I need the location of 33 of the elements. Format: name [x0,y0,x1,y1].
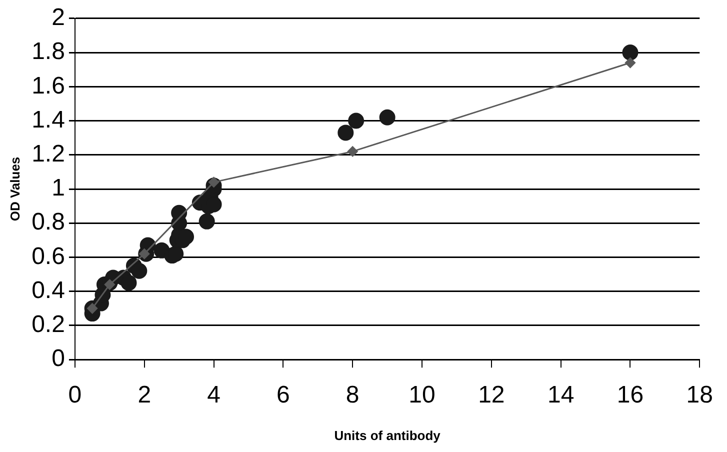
point [347,146,358,157]
y-tick-label: 0 [52,345,65,372]
y-tick-label: 2 [52,4,65,32]
x-axis-title: Units of antibody [334,428,442,443]
x-tick-label: 4 [207,382,220,409]
point [131,262,148,279]
point [120,274,137,291]
x-tick-label: 2 [138,382,152,409]
y-tick-label: 1.8 [32,38,65,66]
point [338,124,354,141]
y-tick-label: 0.4 [32,276,65,304]
x-tick-label: 6 [276,382,290,409]
point [348,112,364,129]
x-tick-label: 12 [478,382,505,409]
point [208,176,220,188]
x-tick-label: 14 [547,382,574,409]
y-tick-label: 1.6 [32,72,65,100]
y-tick-label: 1 [52,174,65,202]
y-tick-label: 0.6 [32,242,65,270]
y-tick-label: 0.2 [32,311,65,338]
x-tick-label: 10 [408,382,436,409]
y-tick-label: 1.2 [32,140,65,168]
y-axis-title: OD Values [7,156,22,222]
y-tick-label: 1.4 [32,106,65,134]
x-tick-label: 16 [616,382,644,409]
x-tick-label: 18 [686,382,714,409]
point [379,109,396,126]
point [624,58,636,68]
point [198,213,215,230]
point [87,303,98,314]
y-tick-label: 0.8 [32,208,65,236]
point [622,44,638,61]
x-tick-label: 8 [346,382,360,409]
